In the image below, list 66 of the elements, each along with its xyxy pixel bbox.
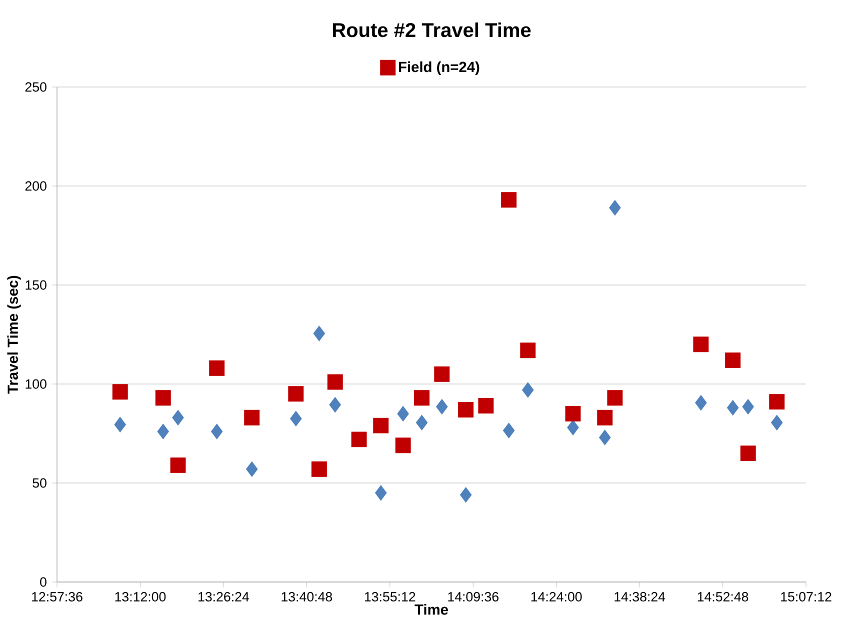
point: [351, 432, 367, 448]
point: [311, 461, 327, 477]
point: [313, 326, 326, 342]
point: [329, 397, 341, 413]
x-tick-label: 13:26:24: [198, 592, 249, 602]
y-tick-label: 200: [25, 181, 46, 191]
point: [740, 446, 756, 462]
point: [599, 430, 611, 446]
x-tick-label: 14:09:36: [448, 592, 498, 602]
point: [769, 394, 785, 410]
point: [460, 487, 472, 503]
x-tick-label: 12:57:36: [32, 592, 82, 602]
point: [290, 410, 302, 426]
point: [436, 399, 448, 415]
y-tick-label: 250: [25, 82, 46, 92]
point: [170, 457, 186, 473]
point: [210, 424, 223, 440]
point: [288, 386, 304, 402]
point: [693, 336, 709, 352]
legend-label: Field (n=24): [399, 61, 480, 76]
point: [597, 410, 613, 426]
point: [375, 485, 387, 501]
point: [609, 200, 621, 216]
point: [112, 384, 128, 400]
point: [501, 192, 517, 208]
point: [771, 414, 783, 430]
point: [327, 374, 343, 390]
x-tick-label: 15:07:12: [781, 592, 832, 602]
point: [157, 424, 169, 440]
chart-title: Route #2 Travel Time: [332, 22, 531, 38]
point: [522, 382, 534, 398]
point: [373, 418, 389, 434]
point: [209, 360, 225, 376]
y-tick-label: 50: [32, 478, 46, 488]
point: [434, 366, 450, 382]
point: [397, 406, 409, 422]
y-tick-label: 100: [26, 379, 46, 389]
point: [244, 410, 260, 426]
point: [502, 422, 515, 438]
y-tick-label: 0: [40, 577, 46, 587]
x-tick-label: 14:24:00: [531, 592, 582, 602]
point: [458, 402, 474, 418]
point: [155, 390, 171, 406]
point: [414, 390, 430, 406]
x-tick-label: 14:38:24: [614, 592, 666, 602]
point: [565, 406, 581, 422]
point: [172, 410, 184, 426]
point: [478, 398, 494, 414]
y-axis-title: Travel Time (sec): [7, 276, 21, 394]
x-tick-label: 14:52:48: [698, 592, 748, 602]
point: [416, 414, 428, 430]
point: [395, 438, 411, 454]
y-tick-label: 150: [26, 280, 46, 290]
x-tick-label: 13:55:12: [364, 592, 416, 602]
point: [695, 395, 707, 411]
point: [246, 461, 258, 477]
point: [520, 342, 536, 358]
point: [607, 390, 623, 406]
point: [114, 416, 126, 432]
point: [567, 420, 579, 436]
point: [725, 352, 741, 368]
x-tick-label: 13:40:48: [282, 592, 332, 602]
x-axis-title: Time: [414, 604, 448, 615]
point: [742, 399, 754, 415]
x-tick-label: 13:12:00: [115, 592, 166, 602]
point: [726, 400, 739, 416]
